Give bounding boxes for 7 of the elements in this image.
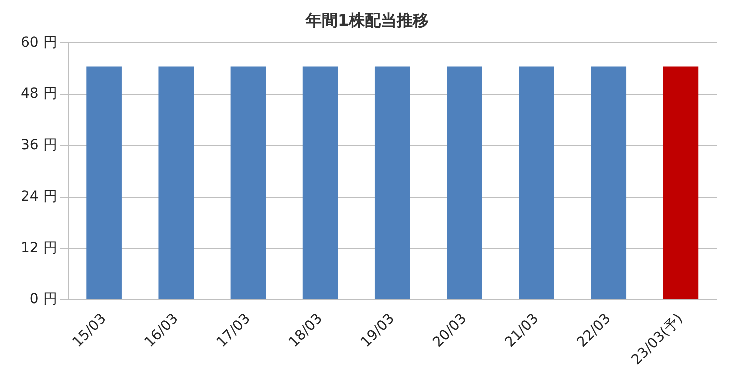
y-tick-label: 24 円: [21, 188, 58, 205]
y-tick-label: 36 円: [21, 138, 58, 154]
y-tick-label: 0 円: [30, 292, 58, 308]
y-tick-label: 48 円: [21, 86, 58, 102]
chart-title: 年間1株配当推移: [304, 10, 430, 30]
y-tick-label: 60 円: [21, 34, 58, 51]
y-tick-label: 12 円: [21, 240, 58, 256]
